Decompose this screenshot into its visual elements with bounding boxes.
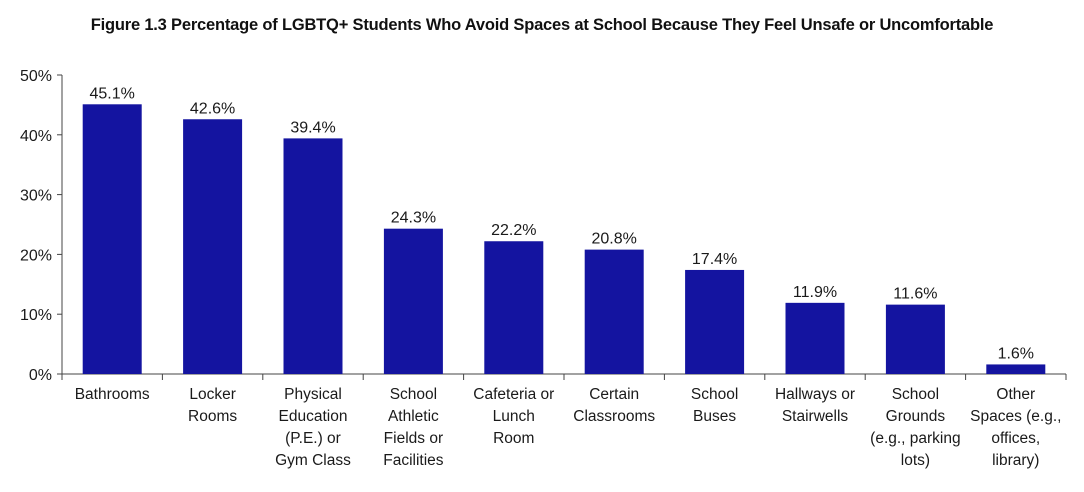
data-label: 39.4% bbox=[290, 119, 335, 136]
axes: 0% 10% 20% 30% 40% 50% bbox=[20, 68, 1067, 384]
y-tick-label: 20% bbox=[20, 247, 52, 264]
data-label: 11.6% bbox=[893, 286, 937, 303]
bar bbox=[986, 364, 1046, 374]
data-label: 11.9% bbox=[793, 284, 837, 301]
category-label: School Grounds (e.g., parking lots) bbox=[870, 386, 960, 469]
chart-title: Figure 1.3 Percentage of LGBTQ+ Students… bbox=[90, 16, 994, 34]
y-tick-label: 0% bbox=[29, 367, 52, 384]
data-label: 22.2% bbox=[491, 222, 536, 239]
y-tick-label: 50% bbox=[20, 68, 52, 85]
category-label: School Buses bbox=[691, 386, 738, 425]
y-tick-label: 10% bbox=[20, 307, 52, 324]
bar bbox=[484, 241, 544, 374]
bars bbox=[82, 104, 1046, 374]
data-label: 1.6% bbox=[998, 345, 1034, 362]
category-label: Cafeteria or Lunch Room bbox=[473, 386, 554, 447]
category-label: Physical Education (P.E.) or Gym Class bbox=[275, 386, 351, 469]
data-label: 45.1% bbox=[90, 85, 135, 102]
bar bbox=[685, 269, 745, 374]
bar bbox=[785, 302, 845, 374]
labels: 45.1% Bathrooms 42.6% Locker Rooms 39.4% Physi… bbox=[75, 85, 1062, 469]
category-label: Certain Classrooms bbox=[573, 386, 655, 425]
bar bbox=[283, 138, 343, 374]
bar bbox=[584, 249, 644, 374]
bar bbox=[82, 104, 142, 374]
category-label: Hallways or Stairwells bbox=[775, 386, 855, 425]
category-label: Locker Rooms bbox=[188, 386, 237, 425]
data-label: 24.3% bbox=[391, 210, 436, 227]
data-label: 20.8% bbox=[592, 231, 637, 248]
data-label: 17.4% bbox=[692, 251, 737, 268]
y-tick-label: 30% bbox=[20, 188, 52, 205]
bar bbox=[383, 228, 443, 374]
category-label: Other Spaces (e.g., offices, library) bbox=[970, 386, 1061, 469]
data-label: 42.6% bbox=[190, 100, 235, 117]
category-label: School Athletic Fields or Facilities bbox=[383, 386, 444, 469]
bar bbox=[885, 304, 945, 374]
bar bbox=[183, 119, 243, 374]
y-tick-label: 40% bbox=[20, 128, 52, 145]
category-label: Bathrooms bbox=[75, 386, 150, 403]
